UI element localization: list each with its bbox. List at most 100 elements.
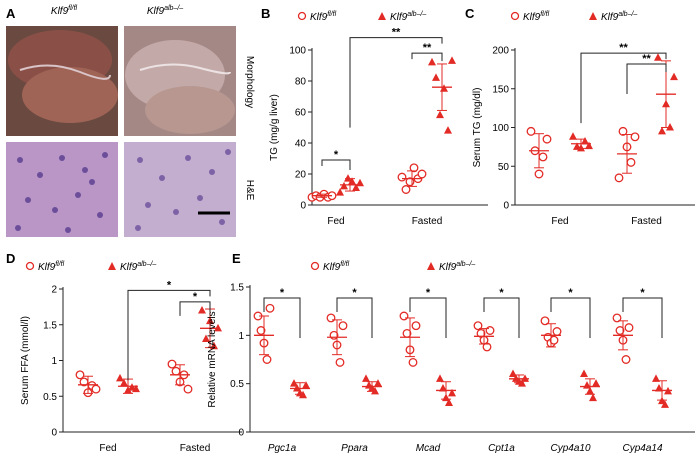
- data-point: [626, 157, 636, 167]
- y-tick-label: 0.5: [230, 379, 244, 390]
- panel-letter: C: [465, 6, 475, 21]
- data-point: [399, 311, 409, 321]
- data-point: [293, 384, 301, 392]
- legend-knockout-label: Klf9alb–/–: [120, 261, 156, 273]
- y-axis-label: Serum FFA (mmol/l): [20, 316, 31, 405]
- x-tick-label: Cpt1a: [488, 443, 515, 454]
- y-tick-label: 0.5: [43, 392, 57, 403]
- significance-label: *: [193, 291, 198, 303]
- he-nuclei-knockout: [135, 149, 231, 231]
- significance-label: *: [640, 287, 645, 299]
- y-tick-label: 40: [295, 139, 307, 150]
- data-point: [618, 126, 628, 136]
- he-image-knockout: [124, 142, 236, 237]
- legend-control-marker: [310, 261, 320, 271]
- data-point: [352, 183, 360, 191]
- data-point: [445, 398, 453, 406]
- data-point: [75, 370, 85, 380]
- data-point: [326, 313, 336, 323]
- x-tick-label: Pgc1a: [268, 443, 297, 454]
- significance-bracket: [580, 52, 667, 124]
- data-point: [661, 400, 669, 408]
- significance-bracket: [411, 52, 443, 62]
- data-point: [666, 123, 674, 131]
- panel-a-col1-label: Klf9fl/fl: [51, 5, 78, 17]
- significance-bracket: [409, 297, 447, 338]
- row-label-morphology: Morphology: [244, 56, 255, 108]
- data-point: [256, 326, 266, 335]
- y-tick-label: 80: [295, 77, 307, 88]
- legend-control-marker: [297, 11, 307, 21]
- significance-bracket: [263, 297, 301, 338]
- data-point: [401, 185, 411, 194]
- data-point: [585, 141, 593, 150]
- panel-e: E Klf9fl/fl Klf9alb–/– 0 0.5 1 1.5 Relative mRN…: [207, 251, 695, 454]
- data-point: [362, 374, 370, 382]
- data-point: [592, 379, 600, 387]
- y-tick-label: 0: [51, 428, 57, 439]
- significance-bracket: [349, 37, 443, 128]
- significance-bracket: [336, 297, 373, 338]
- data-point: [417, 169, 427, 179]
- data-point: [262, 355, 272, 364]
- x-tick-label: Cyp4a14: [622, 443, 662, 454]
- data-point: [538, 152, 548, 162]
- panel-letter: D: [6, 251, 15, 266]
- data-point: [526, 126, 536, 136]
- data-point: [397, 172, 407, 182]
- data-point: [171, 366, 181, 376]
- x-tick-label: Fed: [327, 216, 344, 227]
- data-point: [374, 379, 382, 387]
- data-point: [549, 335, 559, 345]
- data-point: [534, 169, 544, 179]
- y-tick-label: 1.5: [43, 320, 57, 331]
- significance-label: **: [423, 42, 432, 54]
- data-point: [540, 316, 550, 326]
- liver-highlight-control: [19, 64, 111, 80]
- legend-control-label: Klf9fl/fl: [310, 11, 337, 23]
- data-point: [485, 326, 495, 335]
- data-point: [214, 323, 222, 332]
- y-tick-label: 100: [492, 123, 509, 134]
- data-point: [202, 334, 210, 343]
- x-tick-label: Fasted: [631, 216, 662, 227]
- data-point: [652, 374, 660, 382]
- data-point: [338, 321, 348, 331]
- data-point: [198, 305, 206, 314]
- significance-bracket: [622, 297, 663, 338]
- data-point: [340, 181, 348, 190]
- data-point: [542, 134, 552, 144]
- data-point: [569, 132, 577, 140]
- data-point: [302, 381, 310, 389]
- data-point: [116, 373, 124, 382]
- legend-knockout-marker: [589, 12, 597, 20]
- data-point: [612, 313, 622, 323]
- data-point: [336, 188, 344, 196]
- significance-label: *: [426, 287, 431, 299]
- y-axis-label: Serum TG (mg/dl): [472, 88, 483, 168]
- data-point: [658, 126, 666, 135]
- data-point: [408, 357, 418, 367]
- data-point: [521, 374, 529, 382]
- significance-bracket: [483, 297, 520, 338]
- significance-label: *: [280, 287, 285, 299]
- data-point: [428, 57, 436, 66]
- data-point: [335, 357, 345, 367]
- data-point: [581, 136, 589, 145]
- y-tick-label: 1.5: [230, 283, 244, 294]
- data-point: [655, 384, 663, 392]
- x-tick-label: Ppara: [341, 443, 368, 454]
- panel-b: B Klf9fl/fl Klf9alb–/– 0 20 40 60 80 100 TG (mg/g…: [261, 6, 488, 227]
- y-tick-label: 150: [492, 84, 509, 95]
- significance-label: **: [619, 42, 628, 54]
- data-point: [439, 384, 447, 392]
- legend-knockout-marker: [427, 262, 435, 270]
- data-point: [448, 56, 456, 64]
- data-point: [580, 369, 588, 377]
- data-point: [630, 132, 640, 142]
- y-tick-label: 0: [238, 428, 244, 439]
- y-tick-label: 50: [498, 162, 510, 173]
- liver-highlight-knockout: [139, 63, 231, 75]
